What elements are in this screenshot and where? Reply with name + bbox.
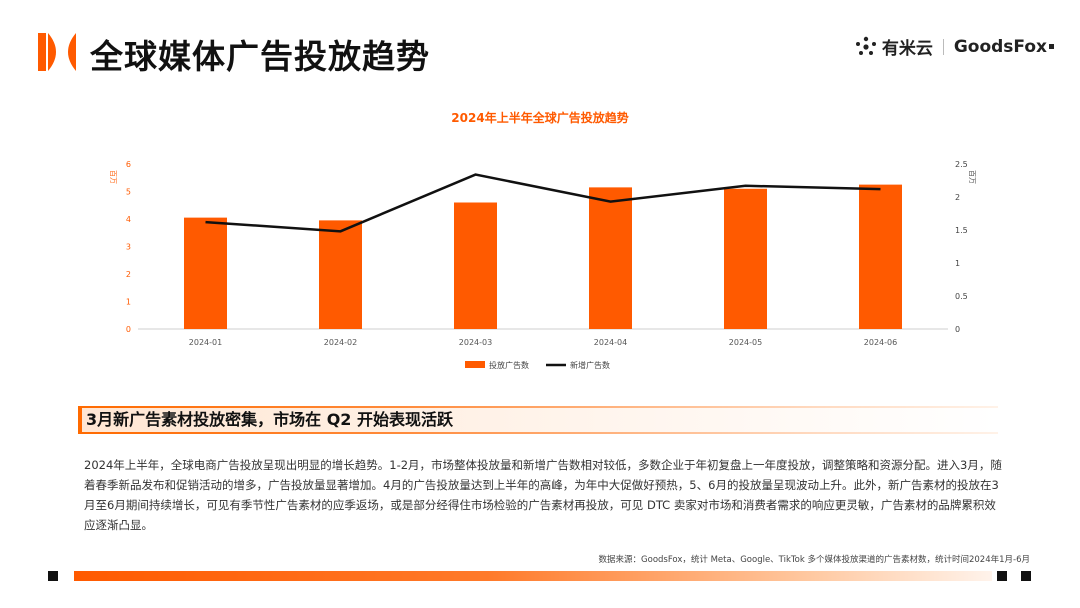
legend-bar-label: 投放广告数 xyxy=(489,360,529,370)
y-left-tick-label: 6 xyxy=(126,160,131,169)
bar-2024-01 xyxy=(184,217,227,329)
footer-square-right-1 xyxy=(997,571,1007,581)
brand-logo-icon xyxy=(38,33,76,71)
x-tick-label: 2024-05 xyxy=(729,338,762,347)
chart-title: 2024年上半年全球广告投放趋势 xyxy=(451,110,628,125)
y-right-tick-label: 2 xyxy=(955,193,960,202)
new-ads-line xyxy=(205,173,881,233)
chart: 2024年上半年全球广告投放趋势 百万 百万 0 1 2 3 4 5 6 0 0.5 1 1.5 2… xyxy=(0,100,1080,390)
brand-dot-icon xyxy=(1049,44,1054,49)
brand-left-label: 有米云 xyxy=(881,39,933,59)
brand-divider xyxy=(942,38,944,55)
section-heading: 3月新广告素材投放密集，市场在 Q2 开始表现活跃 xyxy=(82,408,998,432)
y-left-tick-label: 2 xyxy=(126,270,131,279)
combo-chart-svg: 2024年上半年全球广告投放趋势 百万 百万 0 1 2 3 4 5 6 0 0.5 1 1.5 2… xyxy=(109,110,976,370)
y-left-tick-label: 4 xyxy=(126,215,131,224)
data-source-note: 数据来源：GoodsFox，统计 Meta、Google、TikTok 多个媒体… xyxy=(598,555,1030,565)
x-tick-label: 2024-01 xyxy=(189,338,222,347)
y-left-axis-label: 百万 xyxy=(109,170,117,184)
footer-square-right-2 xyxy=(1021,571,1031,581)
y-left-tick-label: 3 xyxy=(126,243,131,252)
x-tick-label: 2024-03 xyxy=(459,338,492,347)
legend-line-label: 新增广告数 xyxy=(570,360,610,370)
y-right-tick-label: 1.5 xyxy=(955,226,968,235)
bar-2024-05 xyxy=(724,188,767,329)
x-tick-label: 2024-02 xyxy=(324,338,357,347)
bar-2024-02 xyxy=(319,220,362,329)
footer-square-left xyxy=(48,571,58,581)
bar-2024-03 xyxy=(454,202,497,329)
section-body-text: 2024年上半年，全球电商广告投放呈现出明显的增长趋势。1-2月，市场整体投放量… xyxy=(84,458,1002,532)
youmi-logo-icon xyxy=(855,36,876,55)
x-tick-label: 2024-06 xyxy=(864,338,897,347)
legend: 投放广告数 新增广告数 xyxy=(465,360,610,370)
page-title: 全球媒体广告投放趋势 xyxy=(90,37,430,76)
y-left-tick-label: 5 xyxy=(126,188,131,197)
y-left-tick-label: 1 xyxy=(126,298,131,307)
brand-right-label: GoodsFox xyxy=(953,36,1047,57)
x-tick-label: 2024-04 xyxy=(594,338,627,347)
y-left-tick-label: 0 xyxy=(126,325,131,334)
bar-2024-04 xyxy=(589,187,632,329)
footer-gradient-bar xyxy=(74,571,992,581)
legend-bar-swatch xyxy=(465,361,485,368)
y-right-tick-label: 2.5 xyxy=(955,160,968,169)
section-heading-bar: 3月新广告素材投放密集，市场在 Q2 开始表现活跃 xyxy=(78,406,998,434)
y-right-tick-label: 1 xyxy=(955,259,960,268)
y-right-axis-label: 百万 xyxy=(968,170,976,184)
y-right-tick-label: 0 xyxy=(955,325,960,334)
brand-lockup: 有米云 GoodsFox xyxy=(855,34,1054,59)
bar-2024-06 xyxy=(859,184,902,329)
y-right-tick-label: 0.5 xyxy=(955,292,968,301)
